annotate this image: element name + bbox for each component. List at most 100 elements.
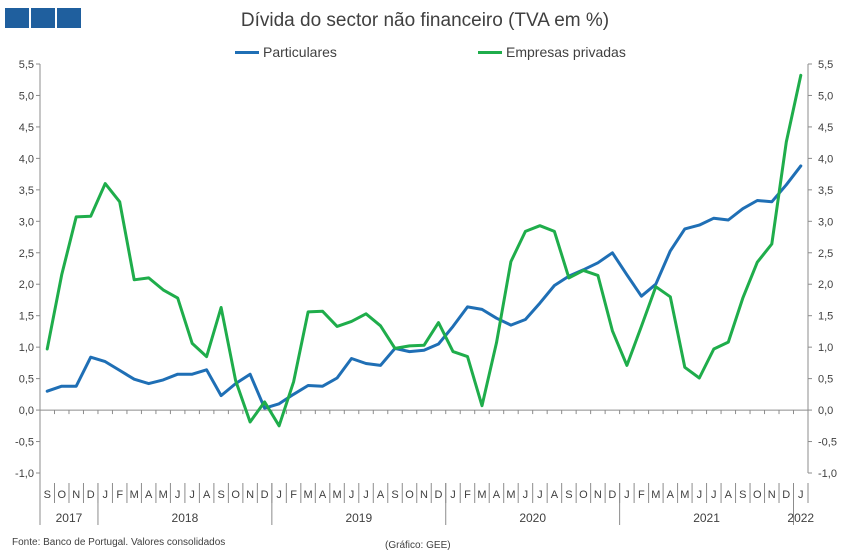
month-label: A xyxy=(319,489,327,501)
legend-swatch-empresas xyxy=(478,50,502,54)
y-tick-label-left: 1,0 xyxy=(19,342,34,354)
month-label: A xyxy=(493,489,501,501)
month-label: J xyxy=(537,489,543,501)
month-label: J xyxy=(349,489,355,501)
month-label: M xyxy=(651,489,660,501)
month-label: O xyxy=(753,489,762,501)
y-tick-label-left: 3,5 xyxy=(19,185,34,197)
month-label: D xyxy=(261,489,269,501)
y-tick-label-right: -0,5 xyxy=(818,437,837,449)
y-tick-label-left: 5,0 xyxy=(19,90,34,102)
month-label: N xyxy=(768,489,776,501)
month-label: M xyxy=(130,489,139,501)
legend-label-empresas: Empresas privadas xyxy=(506,44,626,60)
legend-item-empresas: Empresas privadas xyxy=(478,44,626,60)
month-label: A xyxy=(667,489,675,501)
year-label: 2020 xyxy=(519,511,546,525)
month-label: J xyxy=(189,489,195,501)
month-label: S xyxy=(565,489,572,501)
month-label: S xyxy=(391,489,398,501)
month-label: N xyxy=(420,489,428,501)
year-label: 2022 xyxy=(787,511,814,525)
source-note: Fonte: Banco de Portugal. Valores consol… xyxy=(12,537,226,548)
month-label: F xyxy=(638,489,645,501)
y-tick-label-right: 5,5 xyxy=(818,59,833,71)
month-label: J xyxy=(450,489,456,501)
month-label: M xyxy=(506,489,515,501)
month-label: M xyxy=(303,489,312,501)
month-label: J xyxy=(363,489,369,501)
year-label: 2021 xyxy=(693,511,720,525)
month-label: J xyxy=(102,489,108,501)
month-label: N xyxy=(594,489,602,501)
logo-block xyxy=(57,8,81,28)
y-tick-label-left: 0,0 xyxy=(19,405,34,417)
month-label: J xyxy=(697,489,703,501)
month-label: O xyxy=(405,489,414,501)
y-tick-label-left: -1,0 xyxy=(15,468,34,480)
y-tick-label-right: 0,5 xyxy=(818,374,833,386)
month-label: S xyxy=(217,489,224,501)
series-line-empresas-privadas xyxy=(45,73,803,428)
legend-label-particulares: Particulares xyxy=(263,44,337,60)
logo-block xyxy=(5,8,29,28)
month-label: J xyxy=(798,489,804,501)
month-label: M xyxy=(477,489,486,501)
y-tick-label-left: 5,5 xyxy=(19,59,34,71)
month-label: A xyxy=(551,489,559,501)
month-label: J xyxy=(523,489,529,501)
month-label: O xyxy=(231,489,240,501)
y-tick-label-right: 5,0 xyxy=(818,90,833,102)
series-line-particulares xyxy=(45,164,803,410)
year-label: 2017 xyxy=(56,511,83,525)
month-label: D xyxy=(782,489,790,501)
y-tick-label-right: 2,0 xyxy=(818,279,833,291)
month-label: S xyxy=(44,489,51,501)
year-label: 2019 xyxy=(345,511,372,525)
month-label: A xyxy=(145,489,153,501)
month-label: D xyxy=(435,489,443,501)
month-label: S xyxy=(739,489,746,501)
y-tick-label-right: 4,5 xyxy=(818,122,833,134)
month-label: D xyxy=(87,489,95,501)
y-tick-label-right: 3,5 xyxy=(818,185,833,197)
y-tick-label-right: 2,5 xyxy=(818,248,833,260)
y-tick-label-right: -1,0 xyxy=(818,468,837,480)
y-tick-label-left: 2,5 xyxy=(19,248,34,260)
month-label: N xyxy=(246,489,254,501)
credit-note: (Gráfico: GEE) xyxy=(385,540,451,551)
month-label: J xyxy=(276,489,282,501)
month-label: O xyxy=(579,489,588,501)
month-label: A xyxy=(203,489,211,501)
month-label: M xyxy=(680,489,689,501)
y-tick-label-left: 4,5 xyxy=(19,122,34,134)
y-tick-label-left: 0,5 xyxy=(19,374,34,386)
logo-block xyxy=(31,8,55,28)
legend-swatch-particulares xyxy=(235,50,259,54)
y-tick-label-right: 0,0 xyxy=(818,405,833,417)
month-label: M xyxy=(332,489,341,501)
y-tick-label-right: 4,0 xyxy=(818,153,833,165)
y-tick-label-right: 3,0 xyxy=(818,216,833,228)
month-label: N xyxy=(72,489,80,501)
month-label: A xyxy=(725,489,733,501)
month-label: J xyxy=(175,489,181,501)
gee-logo xyxy=(5,8,81,28)
month-label: F xyxy=(290,489,297,501)
month-label: M xyxy=(159,489,168,501)
legend: Particulares Empresas privadas xyxy=(0,44,850,64)
month-label: J xyxy=(624,489,630,501)
year-label: 2018 xyxy=(172,511,199,525)
y-tick-label-left: 1,5 xyxy=(19,311,34,323)
chart-title: Dívida do sector não financeiro (TVA em … xyxy=(240,10,610,31)
y-tick-label-right: 1,0 xyxy=(818,342,833,354)
month-label: A xyxy=(377,489,385,501)
y-tick-label-right: 1,5 xyxy=(818,311,833,323)
y-tick-label-left: -0,5 xyxy=(15,437,34,449)
legend-item-particulares: Particulares xyxy=(235,44,337,60)
month-label: O xyxy=(57,489,66,501)
month-label: F xyxy=(116,489,123,501)
y-tick-label-left: 3,0 xyxy=(19,216,34,228)
month-label: F xyxy=(464,489,471,501)
